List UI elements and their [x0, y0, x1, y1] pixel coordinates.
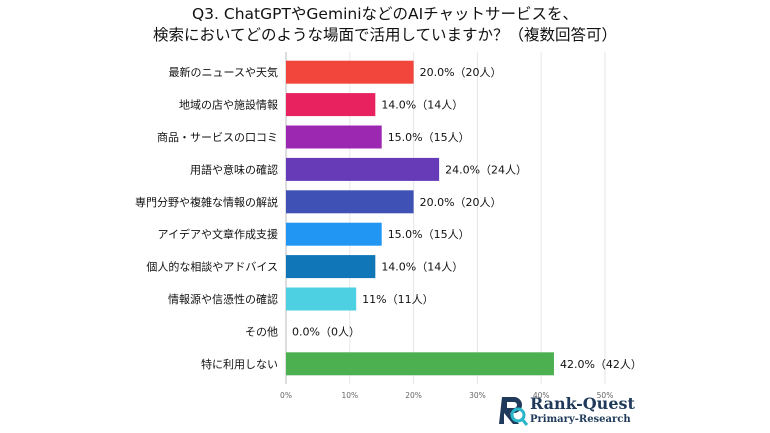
data-label: 11%（11人）: [362, 293, 433, 306]
x-tick-label: 0%: [280, 391, 292, 400]
chart-title-line1: Q3. ChatGPTやGeminiなどのAIチャットサービスを、: [191, 5, 579, 23]
logo-tagline: Primary-Research: [530, 414, 631, 425]
x-tick-label: 50%: [597, 391, 614, 400]
bar: [286, 93, 376, 117]
data-label: 24.0%（24人）: [445, 163, 527, 176]
category-label: 専門分野や複雑な情報の解説: [135, 195, 278, 209]
bar: [286, 190, 414, 214]
data-label: 14.0%（14人）: [381, 261, 463, 274]
bar: [286, 255, 376, 279]
bar: [286, 287, 357, 311]
data-label: 0.0%（0人）: [292, 325, 360, 338]
data-label: 20.0%（20人）: [420, 66, 502, 79]
logo-name: Rank-Quest: [530, 394, 635, 413]
chart-title-line2: 検索においてどのような場面で活用していますか？（複数回答可）: [152, 26, 618, 44]
rank-quest-logo-icon: [499, 397, 529, 426]
category-label: 特に利用しない: [201, 357, 278, 371]
data-label: 15.0%（15人）: [388, 228, 470, 241]
data-label: 42.0%（42人）: [560, 358, 642, 371]
bar: [286, 60, 414, 84]
data-label: 20.0%（20人）: [420, 196, 502, 209]
bar: [286, 157, 440, 181]
data-label: 15.0%（15人）: [388, 131, 470, 144]
category-label: 個人的な相談やアドバイス: [146, 260, 278, 274]
category-label: アイデアや文章作成支援: [158, 227, 278, 241]
chart-title: Q3. ChatGPTやGeminiなどのAIチャットサービスを、 検索において…: [0, 4, 770, 46]
x-tick-label: 10%: [341, 391, 358, 400]
x-tick-label: 20%: [405, 391, 422, 400]
category-label: 最新のニュースや天気: [169, 65, 278, 79]
bar: [286, 125, 382, 149]
x-tick-label: 40%: [533, 391, 550, 400]
category-label: 商品・サービスの口コミ: [157, 130, 278, 144]
category-label: 用語や意味の確認: [190, 162, 278, 176]
bar: [286, 222, 382, 246]
bar: [286, 352, 554, 376]
data-label: 14.0%（14人）: [381, 99, 463, 112]
category-label: その他: [245, 325, 278, 338]
x-tick-label: 30%: [469, 391, 486, 400]
brand-logo: Rank-Quest Primary-Research: [496, 393, 636, 429]
category-label: 情報源や信憑性の確認: [168, 292, 278, 306]
category-label: 地域の店や施設情報: [179, 98, 278, 112]
